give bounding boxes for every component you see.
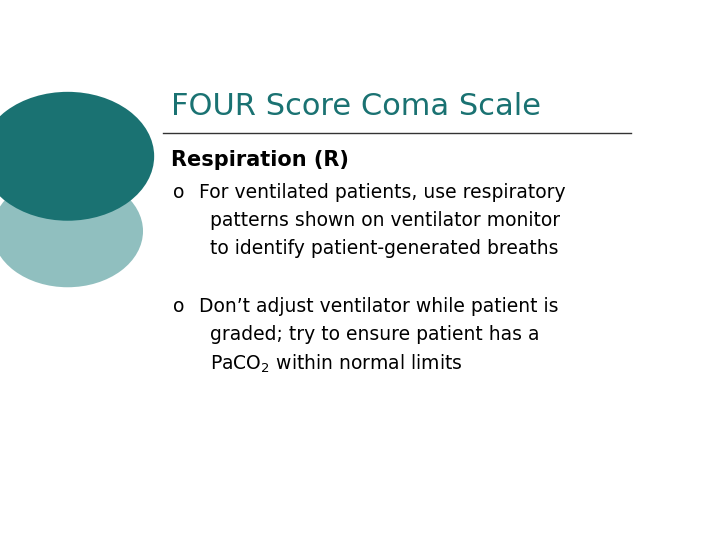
- Text: o: o: [173, 297, 184, 316]
- Circle shape: [0, 92, 154, 221]
- Text: o: o: [173, 183, 184, 202]
- Text: patterns shown on ventilator monitor: patterns shown on ventilator monitor: [210, 211, 560, 230]
- Text: Don’t adjust ventilator while patient is: Don’t adjust ventilator while patient is: [199, 297, 558, 316]
- Text: graded; try to ensure patient has a: graded; try to ensure patient has a: [210, 325, 539, 344]
- Text: PaCO$_2$ within normal limits: PaCO$_2$ within normal limits: [210, 353, 463, 375]
- Text: For ventilated patients, use respiratory: For ventilated patients, use respiratory: [199, 183, 565, 202]
- Text: to identify patient-generated breaths: to identify patient-generated breaths: [210, 239, 559, 258]
- Text: FOUR Score Coma Scale: FOUR Score Coma Scale: [171, 92, 541, 121]
- Text: Respiration (R): Respiration (R): [171, 150, 348, 170]
- Circle shape: [0, 175, 143, 287]
